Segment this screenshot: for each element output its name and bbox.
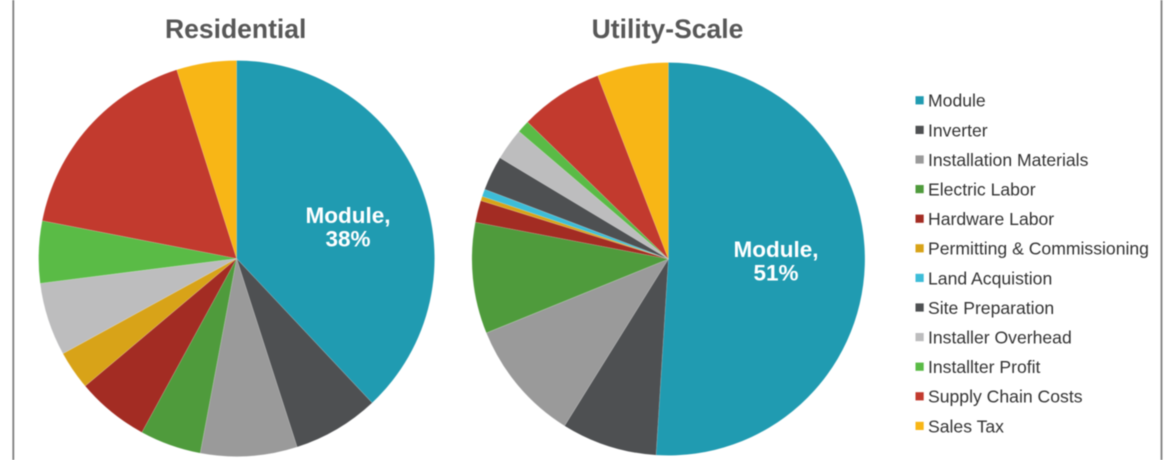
svg-text:Module: Module [928,91,986,111]
svg-text:Installer Overhead: Installer Overhead [928,328,1072,348]
svg-text:Electric Labor: Electric Labor [928,180,1036,200]
svg-text:Sales Tax: Sales Tax [928,416,1004,436]
svg-text:Utility-Scale: Utility-Scale [592,14,744,44]
svg-text:Inverter: Inverter [928,120,988,140]
svg-text:51%: 51% [753,260,798,285]
svg-text:Hardware Labor: Hardware Labor [928,209,1054,229]
svg-text:Module,: Module, [734,237,819,262]
svg-text:Land Acquistion: Land Acquistion [928,268,1052,288]
svg-text:Residential: Residential [165,14,306,44]
svg-text:Installter Profit: Installter Profit [928,357,1041,377]
svg-text:Site Preparation: Site Preparation [928,298,1054,318]
svg-text:Module,: Module, [306,203,391,228]
svg-text:Supply Chain Costs: Supply Chain Costs [928,387,1083,407]
svg-text:Permitting & Commissioning: Permitting & Commissioning [928,239,1149,259]
svg-text:Installation Materials: Installation Materials [928,150,1089,170]
svg-text:38%: 38% [325,227,370,252]
